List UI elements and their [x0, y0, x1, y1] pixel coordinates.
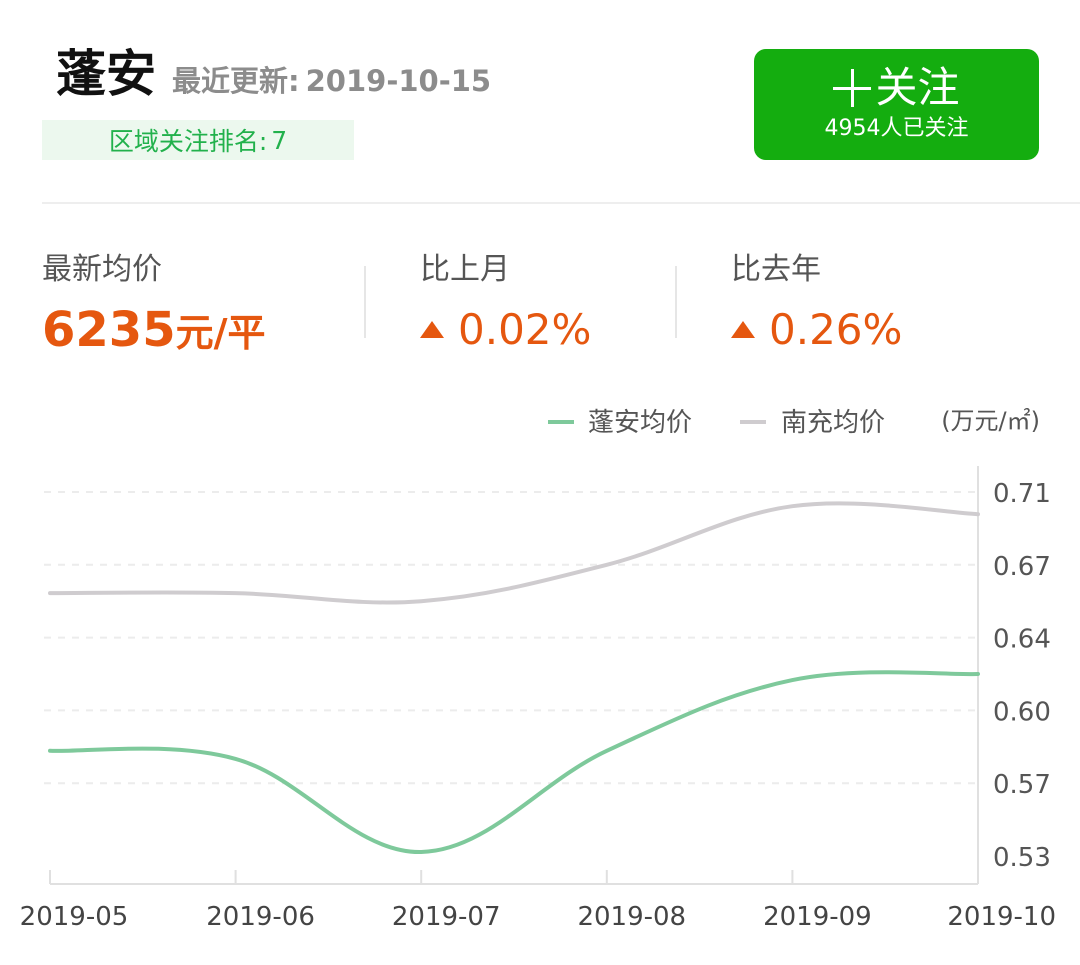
rank-value: 7 — [271, 125, 288, 155]
chart-grid — [44, 491, 978, 785]
x-tick-label: 2019-07 — [392, 902, 501, 932]
last-updated-date: 2019-10-15 — [305, 64, 492, 98]
stat-value: 0.02% — [420, 304, 591, 356]
y-tick-label: 0.57 — [993, 770, 1051, 800]
trend-up-icon — [731, 321, 755, 338]
header-divider — [42, 202, 1080, 204]
stat-value: 0.26% — [731, 304, 902, 356]
legend-label: 蓬安均价 — [588, 408, 692, 438]
follower-count[interactable]: 4954人已关注 — [824, 115, 969, 141]
stat-label: 比去年 — [731, 252, 821, 287]
price-unit: 元/平 — [175, 311, 266, 355]
title-row: 蓬安 最近更新: 2019-10-15 — [56, 44, 491, 111]
stat-divider — [364, 266, 366, 338]
x-tick-label: 2019-08 — [577, 902, 686, 932]
last-updated-label: 最近更新: — [172, 64, 300, 98]
legend-label: 南充均价 — [781, 408, 885, 438]
stat-value: 6235 元/平 — [42, 304, 265, 359]
stat-divider — [675, 266, 677, 338]
last-updated: 最近更新: 2019-10-15 — [172, 51, 491, 111]
x-tick-label: 2019-05 — [20, 902, 129, 932]
y-tick-label: 0.67 — [993, 552, 1051, 582]
rank-badge: 区域关注排名: 7 — [42, 120, 354, 160]
chart-series — [48, 501, 980, 855]
chart-axes: 0.71 0.67 0.64 0.60 0.57 0.53 2019-05 2019-06 20… — [20, 466, 1056, 932]
x-tick-label: 2019-06 — [206, 902, 315, 932]
y-tick-label: 0.53 — [993, 843, 1051, 873]
stat-change-value: 0.02% — [458, 305, 592, 354]
follow-button[interactable]: 关注 4954人已关注 — [754, 49, 1039, 160]
stat-month-change: 比上月 0.02% — [420, 248, 591, 356]
chart-legend: 蓬安均价 南充均价 (万元/㎡) — [548, 407, 1040, 438]
price-trend-chart: 0.71 0.67 0.64 0.60 0.57 0.53 2019-05 2019-06 20… — [0, 390, 1080, 965]
header: 蓬安 最近更新: 2019-10-15 区域关注排名: 7 关注 4954人已关注 — [0, 0, 1080, 205]
stat-change-value: 0.26% — [769, 305, 903, 354]
x-tick-label: 2019-09 — [763, 902, 872, 932]
series-line — [48, 501, 980, 605]
trend-up-icon — [420, 321, 444, 338]
stat-label: 比上月 — [420, 252, 510, 287]
page-title: 蓬安 — [56, 45, 156, 103]
rank-label: 区域关注排名: — [108, 127, 268, 156]
plus-icon[interactable] — [833, 68, 872, 107]
stat-latest-price: 最新均价 6235 元/平 — [42, 248, 265, 359]
stat-year-change: 比去年 0.26% — [731, 248, 902, 356]
stat-label: 最新均价 — [42, 252, 162, 287]
y-tick-label: 0.64 — [993, 625, 1051, 655]
follow-button-main[interactable]: 关注 — [833, 62, 960, 113]
chart-svg: 0.71 0.67 0.64 0.60 0.57 0.53 2019-05 2019-06 20… — [20, 407, 1056, 932]
series-line — [48, 670, 980, 855]
y-tick-label: 0.60 — [993, 697, 1051, 727]
price-stats: 最新均价 6235 元/平 比上月 0.02% 比去年 0.26% — [0, 240, 1080, 370]
follow-button-label[interactable]: 关注 — [875, 62, 960, 112]
y-tick-label: 0.71 — [993, 479, 1051, 509]
unit-label: (万元/㎡) — [941, 407, 1040, 435]
price-number: 6235 — [42, 302, 176, 358]
x-tick-label: 2019-10 — [947, 902, 1056, 932]
